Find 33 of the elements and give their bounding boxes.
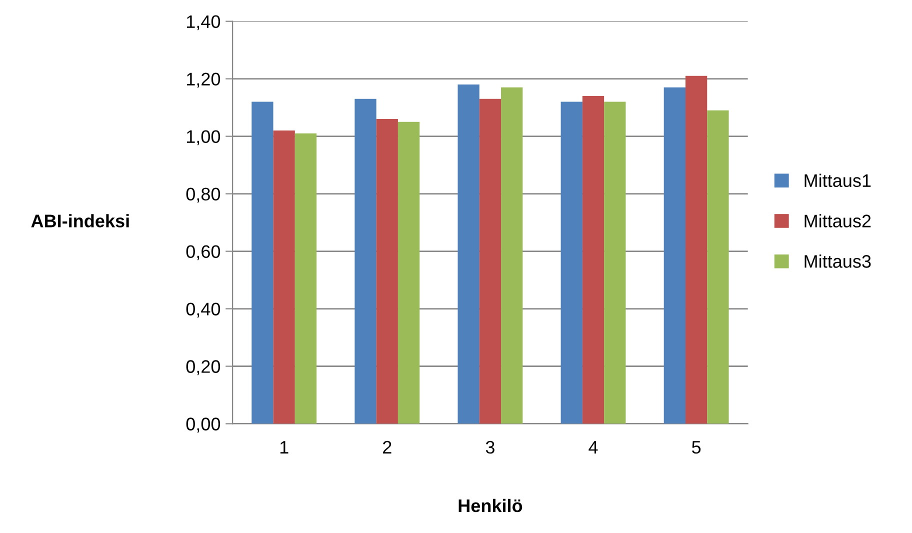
- x-tick-label: 5: [692, 441, 701, 454]
- bar: [273, 130, 295, 424]
- bar: [707, 110, 729, 424]
- y-tick-label: 1,20: [186, 72, 220, 88]
- y-axis-title: ABI-indeksi: [31, 214, 129, 228]
- y-tick-label: 0,80: [186, 188, 220, 203]
- x-tick-label: 2: [383, 440, 392, 454]
- bar: [479, 98, 502, 424]
- y-tick-label: 1,40: [186, 15, 220, 30]
- y-tick-label: 0,60: [186, 245, 220, 260]
- x-axis-title: Henkilö: [458, 498, 522, 512]
- bar: [685, 76, 708, 424]
- legend-label: Mittaus1: [804, 174, 871, 188]
- legend-label: Mittaus2: [804, 214, 871, 228]
- bar: [376, 119, 398, 424]
- bar: [664, 87, 686, 424]
- y-tick-label: 1,00: [186, 130, 220, 146]
- x-tick-label: 3: [486, 440, 494, 454]
- legend-label: Mittaus3: [804, 254, 871, 268]
- y-tick-label: 0,20: [186, 360, 220, 376]
- bar: [560, 102, 582, 424]
- x-tick-label: 1: [280, 441, 288, 454]
- bar: [294, 133, 317, 424]
- bar: [458, 84, 480, 424]
- bar: [501, 87, 523, 424]
- x-tick-label: 4: [588, 441, 598, 454]
- bar: [582, 96, 604, 424]
- bar: [398, 122, 420, 424]
- y-tick-label: 0,40: [186, 302, 220, 318]
- y-tick-label: 0,00: [186, 418, 220, 433]
- bar: [252, 102, 274, 424]
- bar: [604, 102, 626, 424]
- bar: [354, 98, 376, 424]
